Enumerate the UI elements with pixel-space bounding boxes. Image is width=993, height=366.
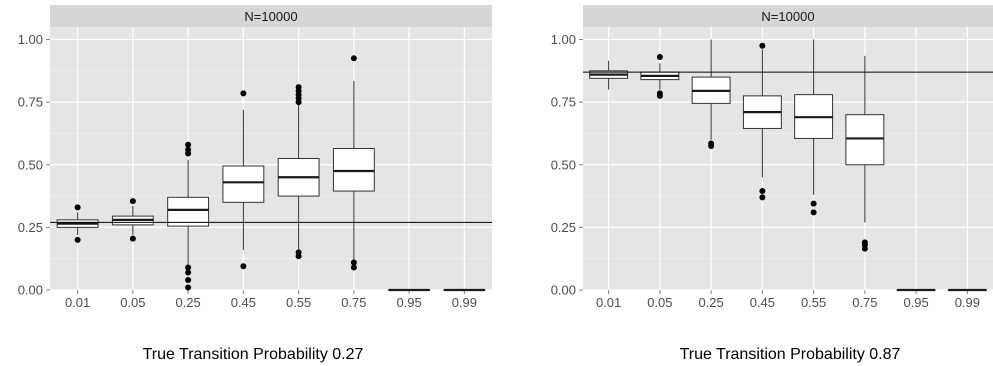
panel-strip (583, 5, 993, 27)
box-0.55 (794, 39, 834, 216)
x-tick-label: 0.95 (396, 295, 421, 310)
box-0.55 (277, 84, 320, 260)
y-tick-label: 0.50 (18, 157, 43, 172)
outlier-point (185, 276, 192, 283)
x-tick-label: 0.75 (341, 295, 366, 310)
plot-background (50, 27, 492, 290)
x-tick-label: 0.45 (750, 295, 775, 310)
outlier-point (240, 90, 247, 97)
box-iqr (222, 165, 265, 203)
box-0.05 (111, 198, 154, 242)
outlier-point (810, 209, 817, 216)
box-0.99 (443, 288, 486, 292)
outlier-point (185, 141, 192, 148)
box-0.25 (167, 141, 210, 291)
outlier-point (350, 264, 357, 271)
outlier-point (185, 269, 192, 276)
x-tick-label: 0.01 (65, 295, 90, 310)
outlier-point (759, 194, 766, 201)
x-tick-label: 0.75 (852, 295, 877, 310)
plot-background (583, 27, 993, 290)
y-tick-label: 0.75 (551, 95, 576, 110)
y-tick-label: 0.00 (551, 283, 576, 298)
x-tick-label: 0.25 (175, 295, 200, 310)
box-iqr (845, 114, 885, 166)
y-tick-label: 0.25 (551, 220, 576, 235)
x-tick-label: 0.45 (231, 295, 256, 310)
outlier-point (861, 239, 868, 246)
x-tick-label: 0.55 (286, 295, 311, 310)
boxplot-panel: N=10000 0.00 0.25 0.50 0.75 1.00 0.01 0.05 0.25 0… (551, 5, 993, 363)
panel-strip (50, 5, 492, 27)
outlier-point (656, 54, 663, 61)
outlier-point (759, 188, 766, 195)
outlier-point (185, 146, 192, 153)
box-0.45 (222, 90, 265, 270)
panel-strip-label: N=10000 (761, 9, 814, 24)
outlier-point (295, 84, 302, 91)
outlier-point (185, 264, 192, 271)
box-0.95 (896, 288, 936, 292)
outlier-point (759, 42, 766, 49)
outlier-point (74, 204, 81, 211)
outlier-point (350, 55, 357, 62)
x-tick-label: 0.05 (647, 295, 672, 310)
box-0.95 (388, 288, 431, 292)
chart-caption: True Transition Probability 0.87 (680, 346, 901, 363)
outlier-point (240, 263, 247, 270)
outlier-point (295, 249, 302, 256)
y-tick-label: 0.25 (18, 220, 43, 235)
x-tick-label: 0.55 (801, 295, 826, 310)
x-tick-label: 0.05 (120, 295, 145, 310)
y-tick-label: 1.00 (18, 32, 43, 47)
box-0.01 (589, 60, 629, 90)
x-tick-label: 0.95 (903, 295, 928, 310)
box-0.01 (56, 204, 99, 243)
boxplot-panel: N=10000 0.00 0.25 0.50 0.75 1.00 0.01 0.05 0.25 0… (18, 5, 492, 363)
box-0.45 (742, 42, 782, 201)
outlier-point (129, 198, 136, 205)
outlier-point (185, 284, 192, 291)
outlier-point (810, 200, 817, 207)
x-tick-label: 0.99 (452, 295, 477, 310)
box-iqr (167, 196, 210, 227)
box-0.75 (332, 55, 375, 271)
outlier-point (129, 235, 136, 242)
outlier-point (656, 90, 663, 97)
box-0.25 (691, 39, 731, 149)
y-tick-label: 0.50 (551, 157, 576, 172)
chart-caption: True Transition Probability 0.27 (143, 346, 364, 363)
x-tick-label: 0.99 (955, 295, 980, 310)
y-tick-label: 0.00 (18, 283, 43, 298)
box-iqr (332, 147, 375, 192)
box-0.99 (947, 288, 987, 292)
outlier-point (74, 236, 81, 243)
outlier-point (708, 140, 715, 147)
y-tick-label: 0.75 (18, 95, 43, 110)
outlier-point (350, 259, 357, 266)
x-tick-label: 0.01 (596, 295, 621, 310)
box-0.75 (845, 55, 885, 252)
panel-strip-label: N=10000 (244, 9, 297, 24)
y-tick-label: 1.00 (551, 32, 576, 47)
x-tick-label: 0.25 (698, 295, 723, 310)
